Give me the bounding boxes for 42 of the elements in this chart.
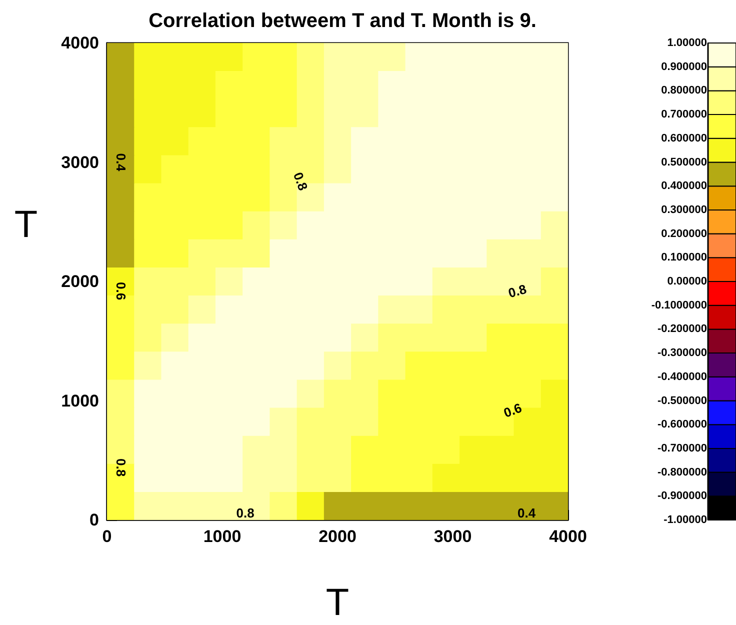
color-bar-label: 0.200000 [661,228,707,240]
annotation: 0.6 [502,400,524,420]
color-bar-label: 0.900000 [661,60,707,73]
annotation: 0.8 [506,281,528,301]
color-bar-label: 1.00000 [667,37,707,49]
color-bar-label: -0.500000 [657,394,707,407]
annotation: 0.8 [113,458,128,477]
annotation: 0.4 [517,505,536,520]
color-bar-label: -0.1000000 [651,299,707,312]
annotation: 0.6 [113,282,128,300]
color-bar-label: -0.400000 [657,370,707,383]
x-axis-title: T [326,582,350,624]
color-bar-label: -1.00000 [664,514,707,526]
y-tick-label: 0 [90,510,99,530]
color-bar-label: -0.700000 [657,442,707,454]
color-bar-label: 0.400000 [661,180,707,192]
color-bar-label: -0.300000 [657,347,707,360]
color-bar-label: -0.200000 [657,323,707,336]
color-bar-label: 0.800000 [661,84,707,97]
x-tick-label: 4000 [549,527,587,546]
y-tick-label: 4000 [61,34,99,52]
color-bar-label: -0.600000 [657,418,707,431]
chart-title: Correlation betweem T and T. Month is 9. [148,10,536,32]
color-bar-label: 0.700000 [661,108,707,121]
color-bar-label: 0.00000 [667,276,707,288]
color-bar-label: 0.300000 [661,204,707,216]
annotation: 0.4 [113,153,128,172]
y-tick-label: 1000 [61,391,99,410]
color-bar-label: -0.900000 [657,490,707,502]
color-bar-label: 0.600000 [661,132,707,144]
color-bar-label: -0.800000 [657,466,707,478]
x-tick-label: 2000 [318,527,356,546]
annotation: 0.8 [290,170,311,192]
annotation: 0.8 [236,505,254,520]
y-tick-label: 2000 [61,272,99,291]
x-tick-label: 3000 [434,527,472,546]
y-axis-title: T [14,204,38,246]
color-bar-label: 0.100000 [661,252,707,264]
x-tick-label: 1000 [203,527,242,546]
color-bar-label: 0.500000 [661,156,707,168]
x-tick-label: 0 [102,527,112,546]
y-tick-label: 3000 [61,152,99,172]
